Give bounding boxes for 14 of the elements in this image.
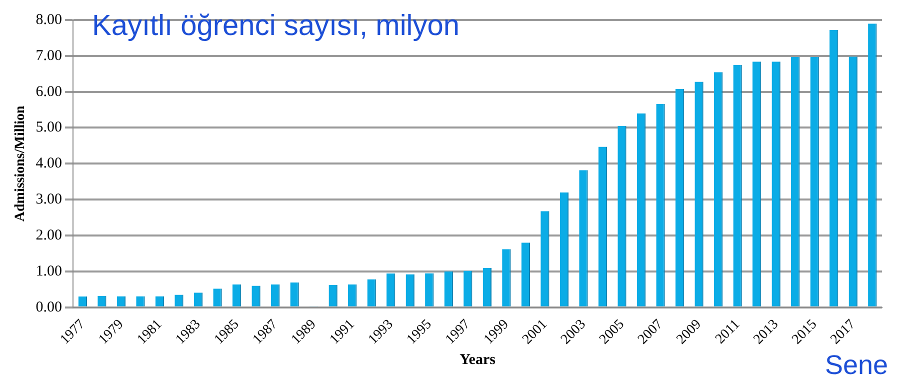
y-tick-label: 0.00 bbox=[36, 299, 62, 316]
y-tick-label: 4.00 bbox=[36, 156, 62, 172]
y-axis-title: Admissions/Million bbox=[13, 105, 28, 222]
x-axis-title: Years bbox=[460, 352, 496, 368]
text: Sene bbox=[824, 350, 888, 377]
y-tick-label: 1.00 bbox=[36, 263, 62, 280]
y-tick-label: 3.00 bbox=[36, 192, 62, 208]
chart-title: Kayıtlı öğrenci sayısı, milyon bbox=[92, 10, 460, 43]
y-tick-label: 6.00 bbox=[36, 84, 62, 100]
y-tick-label: 8.00 bbox=[36, 12, 62, 28]
y-tick-label: 7.00 bbox=[36, 48, 62, 64]
y-tick-label: 2.00 bbox=[36, 227, 62, 244]
x-tick-label: 1991 bbox=[327, 317, 358, 348]
y-tick-label: 5.00 bbox=[36, 120, 62, 136]
